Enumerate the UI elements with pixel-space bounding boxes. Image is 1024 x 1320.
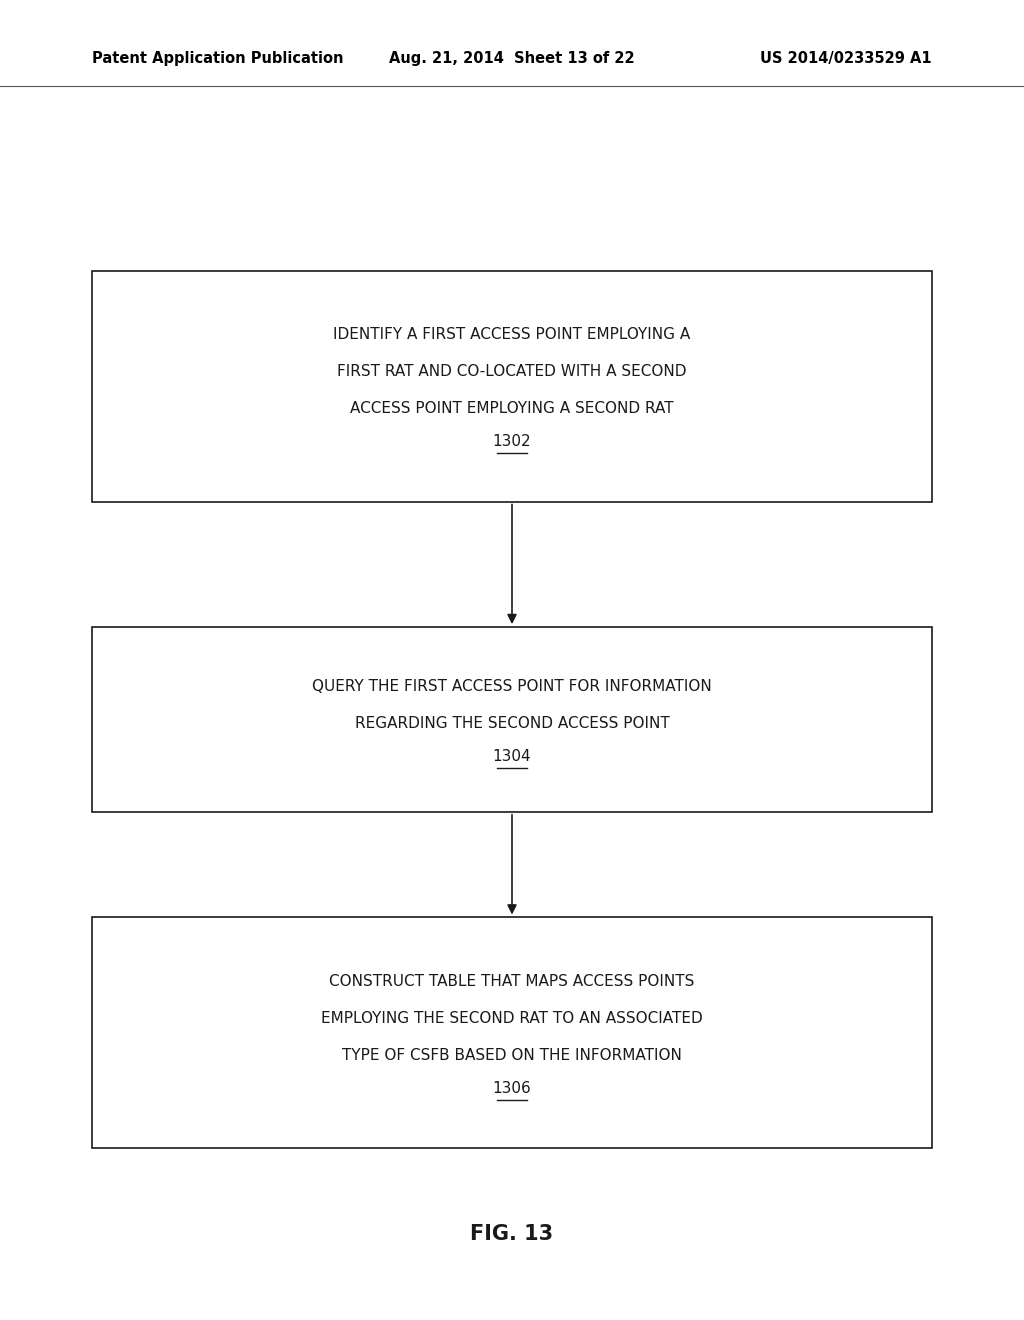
Text: Patent Application Publication: Patent Application Publication: [92, 50, 344, 66]
Text: FIG. 13: FIG. 13: [470, 1224, 554, 1245]
Text: FIRST RAT AND CO-LOCATED WITH A SECOND: FIRST RAT AND CO-LOCATED WITH A SECOND: [337, 364, 687, 379]
Text: 1304: 1304: [493, 748, 531, 764]
FancyBboxPatch shape: [92, 627, 932, 812]
Text: 1302: 1302: [493, 434, 531, 449]
Text: EMPLOYING THE SECOND RAT TO AN ASSOCIATED: EMPLOYING THE SECOND RAT TO AN ASSOCIATE…: [322, 1011, 702, 1026]
Text: Aug. 21, 2014  Sheet 13 of 22: Aug. 21, 2014 Sheet 13 of 22: [389, 50, 635, 66]
Text: ACCESS POINT EMPLOYING A SECOND RAT: ACCESS POINT EMPLOYING A SECOND RAT: [350, 401, 674, 416]
Text: US 2014/0233529 A1: US 2014/0233529 A1: [760, 50, 932, 66]
Text: CONSTRUCT TABLE THAT MAPS ACCESS POINTS: CONSTRUCT TABLE THAT MAPS ACCESS POINTS: [330, 974, 694, 989]
FancyBboxPatch shape: [92, 917, 932, 1148]
Text: TYPE OF CSFB BASED ON THE INFORMATION: TYPE OF CSFB BASED ON THE INFORMATION: [342, 1048, 682, 1063]
FancyBboxPatch shape: [92, 271, 932, 502]
Text: QUERY THE FIRST ACCESS POINT FOR INFORMATION: QUERY THE FIRST ACCESS POINT FOR INFORMA…: [312, 678, 712, 694]
Text: 1306: 1306: [493, 1081, 531, 1096]
Text: REGARDING THE SECOND ACCESS POINT: REGARDING THE SECOND ACCESS POINT: [354, 715, 670, 731]
Text: IDENTIFY A FIRST ACCESS POINT EMPLOYING A: IDENTIFY A FIRST ACCESS POINT EMPLOYING …: [334, 327, 690, 342]
